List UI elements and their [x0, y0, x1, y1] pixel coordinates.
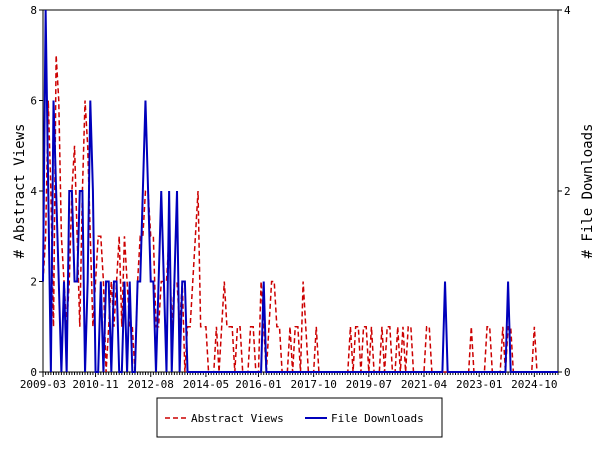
y-tick-label: 4 — [30, 185, 37, 198]
plot-frame — [42, 9, 559, 373]
y-axis-title: # Abstract Views — [12, 124, 28, 259]
legend-label: Abstract Views — [191, 412, 284, 425]
x-tick-label: 2014-05 — [183, 378, 229, 391]
x-tick-label: 2016-01 — [235, 378, 281, 391]
x-tick-label: 2017-10 — [290, 378, 336, 391]
y2-tick-label: 2 — [564, 185, 571, 198]
y2-axis-title: # File Downloads — [580, 124, 596, 259]
y-tick-label: 8 — [30, 4, 37, 17]
x-tick-label: 2021-04 — [401, 378, 448, 391]
y-tick-label: 0 — [30, 366, 37, 379]
y2-tick-label: 4 — [564, 4, 571, 17]
x-tick-label: 2023-01 — [456, 378, 502, 391]
y-tick-label: 6 — [30, 95, 37, 108]
series-line — [42, 55, 558, 373]
y2-tick-label: 0 — [564, 366, 571, 379]
x-tick-label: 2012-08 — [128, 378, 174, 391]
x-tick-label: 2010-11 — [72, 378, 118, 391]
legend-label: File Downloads — [331, 412, 424, 425]
x-tick-label: 2024-10 — [511, 378, 557, 391]
series-line — [42, 9, 558, 373]
x-tick-label: 2019-07 — [346, 378, 392, 391]
x-tick-label: 2009-03 — [20, 378, 66, 391]
legend-box — [156, 397, 443, 438]
y-tick-label: 2 — [30, 276, 37, 289]
